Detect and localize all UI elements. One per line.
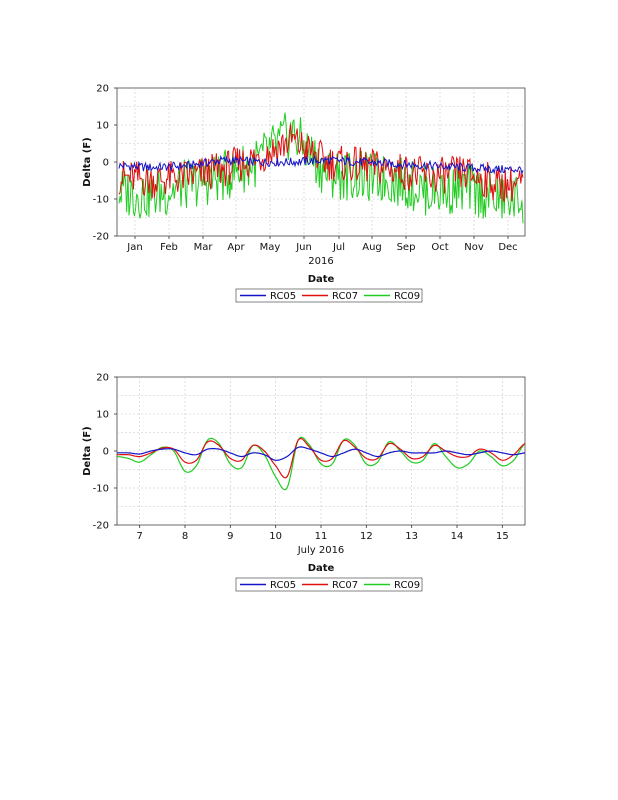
legend-label-rc05: RC05 (270, 291, 296, 302)
y-axis-title: Delta (F) (82, 426, 93, 476)
x-tick-label: 15 (496, 531, 509, 542)
x-tick-label: Jul (332, 242, 345, 253)
legend: RC05 RC07 RC09 (235, 288, 423, 303)
legend-label-rc07: RC07 (332, 291, 358, 302)
y-tick-label: -20 (93, 232, 109, 243)
series-line-rc09 (117, 436, 525, 491)
series-line-rc05 (118, 154, 524, 176)
y-axis-title: Delta (F) (82, 137, 93, 187)
x-tick-label: Jun (295, 242, 312, 253)
y-tick-label: -10 (93, 195, 109, 206)
x-tick-label: Nov (464, 242, 484, 253)
x-tick-label: Feb (160, 242, 178, 253)
y-tick-label: -10 (93, 484, 109, 495)
x-tick-label: 8 (182, 531, 188, 542)
series-line-rc07 (118, 124, 524, 203)
y-tick-label: 10 (96, 410, 109, 421)
x-tick-label: 10 (269, 531, 282, 542)
series-group (117, 436, 525, 491)
series-group (118, 112, 524, 224)
legend-label-rc09: RC09 (394, 580, 420, 591)
legend-box (235, 288, 423, 303)
x-tick-label: Sep (397, 242, 416, 253)
y-tick-label: 0 (103, 447, 109, 458)
x-tick-label: 7 (136, 531, 142, 542)
series-line-rc05 (117, 446, 525, 461)
y-tick-label: 20 (96, 373, 109, 384)
x-tick-label: Aug (362, 242, 382, 253)
chart-1: Jan Feb Mar Apr May Jun Jul Aug Sep Oct Nov Dec 20 10… (82, 84, 526, 303)
y-tick-label: -20 (93, 521, 109, 532)
x-tick-label: 12 (360, 531, 373, 542)
legend-label-rc05: RC05 (270, 580, 296, 591)
x-tick-label: 14 (451, 531, 464, 542)
legend-box (235, 577, 423, 592)
x-tick-label: Oct (431, 242, 448, 253)
x-tick-label: Jan (126, 242, 142, 253)
x-axis-title: Date (308, 274, 335, 285)
x-sublabel: July 2016 (297, 545, 345, 556)
y-tick-label: 20 (96, 84, 109, 95)
x-tick-label: 13 (405, 531, 418, 542)
x-sublabel: 2016 (308, 256, 333, 267)
legend: RC05 RC07 RC09 (235, 577, 423, 592)
legend-label-rc09: RC09 (394, 291, 420, 302)
x-axis-title: Date (308, 563, 335, 574)
y-tick-label: 0 (103, 158, 109, 169)
x-tick-label: Apr (227, 242, 245, 253)
x-tick-label: Dec (498, 242, 517, 253)
x-tick-label: 11 (315, 531, 328, 542)
series-line-rc07 (117, 437, 525, 479)
series-line-rc09 (118, 112, 524, 224)
legend-label-rc07: RC07 (332, 580, 358, 591)
x-tick-label: 9 (227, 531, 233, 542)
x-tick-label: May (260, 242, 281, 253)
x-tick-label: Mar (194, 242, 214, 253)
y-tick-label: 10 (96, 121, 109, 132)
chart-2: 7 8 9 10 11 12 13 14 15 20 10 0 -10 -20 July 2016 Date D… (82, 373, 526, 592)
